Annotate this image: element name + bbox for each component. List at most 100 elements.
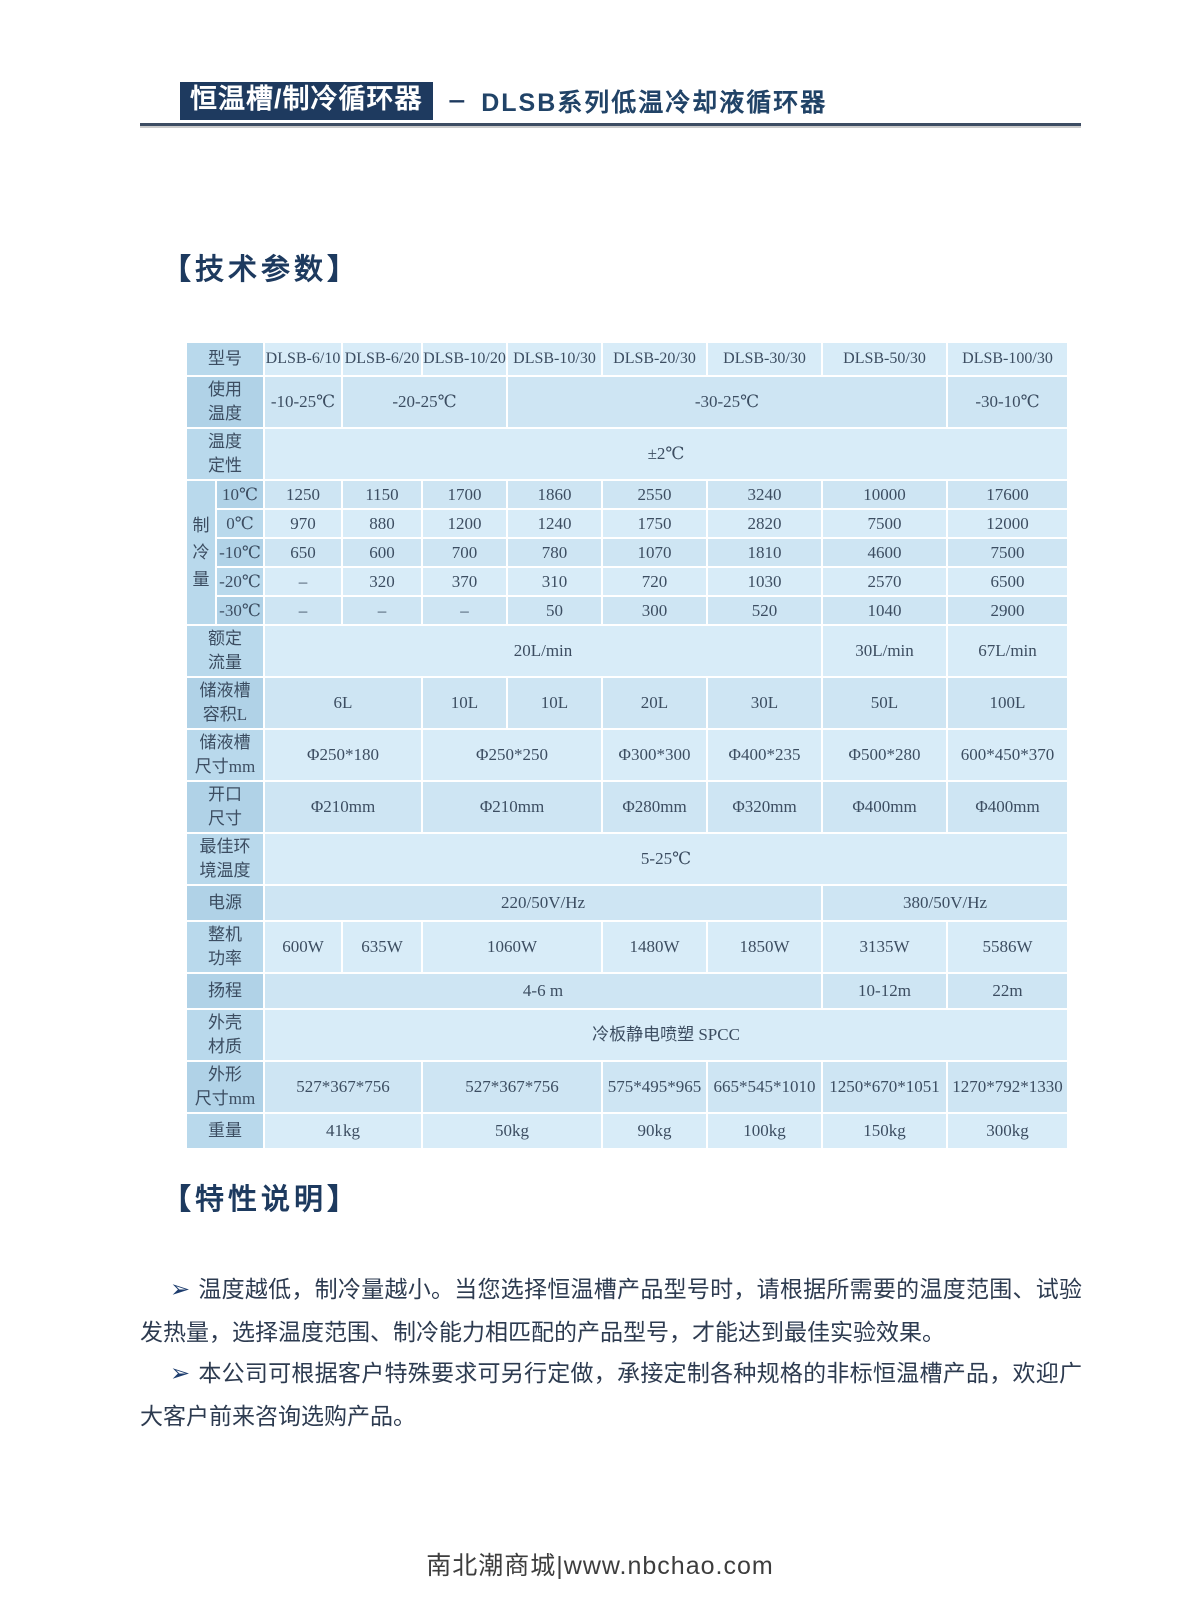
- spec-cell: 150kg: [821, 1112, 948, 1150]
- spec-cell: 1810: [706, 537, 823, 568]
- spec-cell: Φ300*300: [601, 728, 708, 782]
- spec-cell: 600W: [263, 920, 343, 974]
- spec-cell: 1040: [821, 595, 948, 626]
- spec-cell: Φ250*250: [421, 728, 603, 782]
- spec-cell: 2900: [946, 595, 1069, 626]
- spec-cell: Φ400mm: [821, 780, 948, 834]
- spec-cell: 50: [506, 595, 603, 626]
- table-row-models: 型号 DLSB-6/10 DLSB-6/20 DLSB-10/20 DLSB-1…: [185, 341, 1069, 377]
- spec-cell: 310: [506, 566, 603, 597]
- spec-cell: 67L/min: [946, 624, 1069, 678]
- table-row-weight: 重量 41kg 50kg 90kg 100kg 150kg 300kg: [185, 1112, 1069, 1150]
- spec-cell: 2570: [821, 566, 948, 597]
- spec-cell: 1270*792*1330: [946, 1060, 1069, 1114]
- page-header: 恒温槽/制冷循环器 – DLSB系列低温冷却液循环器: [180, 82, 827, 120]
- table-row-tank-size: 储液槽 尺寸mm Φ250*180 Φ250*250 Φ300*300 Φ400…: [185, 728, 1069, 782]
- spec-cell: 1850W: [706, 920, 823, 974]
- table-row-opening: 开口 尺寸 Φ210mm Φ210mm Φ280mm Φ320mm Φ400mm…: [185, 780, 1069, 834]
- category-badge: 恒温槽/制冷循环器: [180, 82, 433, 120]
- spec-cell: 1250*670*1051: [821, 1060, 948, 1114]
- spec-cell: Φ320mm: [706, 780, 823, 834]
- row-label-usage-temp: 使用 温度: [185, 375, 265, 429]
- spec-cell: 7500: [821, 508, 948, 539]
- spec-cell: 1070: [601, 537, 708, 568]
- model-header: DLSB-10/30: [506, 341, 603, 377]
- spec-cell: -10-25℃: [263, 375, 343, 429]
- spec-cell: 970: [263, 508, 343, 539]
- spec-cell: 50L: [821, 676, 948, 730]
- row-label-cooling-temp: 10℃: [215, 479, 265, 510]
- spec-cell: 320: [341, 566, 423, 597]
- spec-cell: 5-25℃: [263, 832, 1069, 886]
- spec-cell: 30L/min: [821, 624, 948, 678]
- arrow-bullet-icon: ➢: [170, 1360, 191, 1387]
- spec-cell: -30-25℃: [506, 375, 948, 429]
- row-label-cooling-temp: 0℃: [215, 508, 265, 539]
- arrow-bullet-icon: ➢: [170, 1276, 191, 1303]
- footer-site-link: 南北潮商城|www.nbchao.com: [426, 1552, 774, 1580]
- row-label-opening: 开口 尺寸: [185, 780, 265, 834]
- spec-cell: 10L: [421, 676, 508, 730]
- spec-cell: 30L: [706, 676, 823, 730]
- table-row-ambient: 最佳环 境温度 5-25℃: [185, 832, 1069, 886]
- spec-cell: 600*450*370: [946, 728, 1069, 782]
- series-title: DLSB系列低温冷却液循环器: [481, 88, 828, 117]
- row-label-cooling-temp: -30℃: [215, 595, 265, 626]
- spec-cell: 700: [421, 537, 508, 568]
- row-label-cooling-temp: -10℃: [215, 537, 265, 568]
- spec-cell: Φ280mm: [601, 780, 708, 834]
- model-header: DLSB-20/30: [601, 341, 708, 377]
- spec-cell: 220/50V/Hz: [263, 884, 823, 922]
- spec-cell: 1700: [421, 479, 508, 510]
- feature-text: 本公司可根据客户特殊要求可另行定做，承接定制各种规格的非标恒温槽产品，欢迎广大客…: [140, 1360, 1082, 1429]
- spec-cell: 1250: [263, 479, 343, 510]
- spec-cell: 635W: [341, 920, 423, 974]
- spec-cell: 7500: [946, 537, 1069, 568]
- spec-cell: Φ210mm: [263, 780, 423, 834]
- spec-cell: 300: [601, 595, 708, 626]
- spec-cell: 2550: [601, 479, 708, 510]
- table-row-dimensions: 外形 尺寸mm 527*367*756 527*367*756 575*495*…: [185, 1060, 1069, 1114]
- header-divider: [140, 123, 1081, 128]
- spec-cell: 1860: [506, 479, 603, 510]
- features-title: 【特性说明】: [162, 1184, 361, 1216]
- spec-cell: 10L: [506, 676, 603, 730]
- table-row-lift: 扬程 4-6 m 10-12m 22m: [185, 972, 1069, 1010]
- spec-cell: 50kg: [421, 1112, 603, 1150]
- spec-cell: -30-10℃: [946, 375, 1069, 429]
- row-label-stability: 温度 定性: [185, 427, 265, 481]
- spec-cell: Φ400mm: [946, 780, 1069, 834]
- spec-cell: 600: [341, 537, 423, 568]
- row-label-power-supply: 电源: [185, 884, 265, 922]
- table-row-total-power: 整机 功率 600W 635W 1060W 1480W 1850W 3135W …: [185, 920, 1069, 974]
- row-label-shell: 外壳 材质: [185, 1008, 265, 1062]
- spec-cell: 4-6 m: [263, 972, 823, 1010]
- spec-cell: 1030: [706, 566, 823, 597]
- table-row-cooling-m10: -10℃ 650 600 700 780 1070 1810 4600 7500: [186, 537, 1069, 568]
- row-group-cooling-capacity: 制 冷 量: [185, 479, 217, 626]
- row-label-dimensions: 外形 尺寸mm: [185, 1060, 265, 1114]
- table-row-cooling-m20: -20℃ – 320 370 310 720 1030 2570 6500: [186, 566, 1069, 597]
- spec-cell: 20L: [601, 676, 708, 730]
- spec-cell: 22m: [946, 972, 1069, 1010]
- spec-cell: 冷板静电喷塑 SPCC: [263, 1008, 1069, 1062]
- spec-cell: 520: [706, 595, 823, 626]
- spec-cell: Φ250*180: [263, 728, 423, 782]
- spec-cell: 100L: [946, 676, 1069, 730]
- spec-cell: 2820: [706, 508, 823, 539]
- spec-cell: 380/50V/Hz: [821, 884, 1069, 922]
- table-row-stability: 温度 定性 ±2℃: [185, 427, 1069, 481]
- spec-cell: 527*367*756: [263, 1060, 423, 1114]
- spec-cell: 780: [506, 537, 603, 568]
- spec-cell: 12000: [946, 508, 1069, 539]
- spec-cell: 1240: [506, 508, 603, 539]
- spec-cell: 370: [421, 566, 508, 597]
- table-row-cooling-0: 0℃ 970 880 1200 1240 1750 2820 7500 1200…: [186, 508, 1069, 539]
- model-header: DLSB-10/20: [421, 341, 508, 377]
- table-row-cooling-m30: -30℃ – – – 50 300 520 1040 2900: [186, 595, 1069, 626]
- row-label-weight: 重量: [185, 1112, 265, 1150]
- row-label-tank-size: 储液槽 尺寸mm: [185, 728, 265, 782]
- table-row-shell: 外壳 材质 冷板静电喷塑 SPCC: [185, 1008, 1069, 1062]
- table-row-usage-temp: 使用 温度 -10-25℃ -20-25℃ -30-25℃ -30-10℃: [185, 375, 1069, 429]
